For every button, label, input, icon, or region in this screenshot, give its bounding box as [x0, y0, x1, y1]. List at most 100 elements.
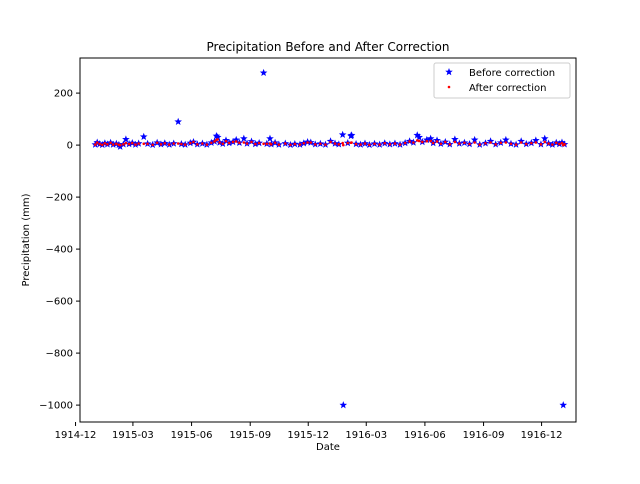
- after-correction-point: [238, 141, 241, 145]
- after-correction-point: [224, 139, 228, 143]
- before-correction-point: [451, 135, 459, 143]
- after-correction-point: [431, 141, 435, 145]
- before-correction-point: [122, 135, 130, 143]
- after-correction-point: [302, 141, 306, 145]
- before-correction-point: [213, 133, 222, 141]
- after-correction-point: [494, 143, 497, 146]
- after-correction-point: [504, 141, 508, 144]
- after-correction-point: [354, 142, 358, 146]
- after-correction-point: [551, 143, 554, 146]
- after-correction-point: [277, 143, 281, 146]
- before-correction-point: [212, 132, 221, 140]
- after-correction-point: [192, 140, 195, 144]
- y-tick-label: 200: [54, 89, 73, 100]
- after-correction-point: [216, 138, 220, 141]
- after-correction-point: [341, 141, 344, 145]
- after-correction-point: [115, 142, 118, 146]
- before-correction-point: [540, 134, 549, 142]
- after-correction-point: [210, 141, 213, 145]
- y-tick-label: −800: [46, 349, 73, 360]
- after-correction-point: [245, 142, 249, 145]
- before-correction-point: [232, 135, 240, 144]
- after-correction-point: [453, 140, 457, 144]
- after-correction-point: [257, 141, 261, 145]
- y-tick-label: −600: [46, 297, 73, 308]
- before-correction-point: [266, 134, 274, 142]
- after-correction-point: [227, 141, 231, 145]
- after-correction-point: [183, 143, 187, 146]
- after-correction-point: [163, 141, 167, 145]
- after-correction-point: [534, 141, 538, 144]
- after-correction-point: [539, 143, 543, 146]
- x-axis: 1914-12 1915-03 1915-06 1915-09 1915-12 1916-…: [55, 422, 563, 441]
- after-correction-point: [543, 140, 547, 144]
- after-correction-point: [118, 143, 122, 147]
- x-tick-label: 1915-12: [287, 430, 329, 441]
- legend-star-marker: [445, 68, 453, 76]
- after-correction-point: [554, 141, 558, 145]
- y-tick-label: 0: [67, 141, 73, 152]
- after-correction-point: [268, 142, 272, 145]
- after-correction-point: [363, 142, 367, 145]
- after-correction-point: [188, 141, 192, 145]
- chart-title: Precipitation Before and After Correctio…: [207, 40, 450, 54]
- before-correction-point: [139, 132, 148, 141]
- legend: Before correction After correction: [433, 62, 571, 99]
- legend-label-before: Before correction: [469, 68, 555, 79]
- after-correction-point: [151, 143, 154, 147]
- after-correction-point: [319, 142, 322, 146]
- after-correction-point: [425, 139, 429, 143]
- after-correction-point: [468, 142, 471, 146]
- y-tick-label: −200: [46, 193, 73, 204]
- before-correction-point: [174, 117, 182, 125]
- after-correction-point: [293, 142, 297, 146]
- after-correction-point: [388, 143, 392, 146]
- x-tick-label: 1916-12: [521, 430, 563, 441]
- after-correction-point: [429, 139, 432, 143]
- after-correction-point: [289, 143, 292, 147]
- after-correction-point: [329, 140, 332, 144]
- before-correction-point: [347, 131, 356, 139]
- after-correction-point: [448, 143, 452, 146]
- y-axis-label: Precipitation (mm): [21, 193, 32, 286]
- after-correction-point: [378, 143, 381, 146]
- y-tick-label: −1000: [39, 401, 73, 412]
- after-correction-point: [250, 140, 253, 144]
- x-tick-label: 1915-06: [171, 430, 213, 441]
- after-correction-point: [509, 142, 513, 146]
- after-correction-point: [306, 141, 309, 144]
- after-correction-point: [373, 142, 376, 146]
- after-correction-point: [346, 141, 350, 145]
- after-correction-point: [337, 143, 341, 146]
- after-correction-point: [101, 143, 104, 147]
- after-correction-point: [444, 140, 447, 144]
- after-correction-point: [439, 142, 443, 146]
- after-correction-point: [95, 141, 99, 144]
- after-correction-point: [122, 143, 125, 146]
- after-correction-point: [159, 143, 163, 146]
- before-correction-point: [559, 401, 568, 409]
- after-correction-point: [558, 142, 561, 146]
- after-correction-point: [313, 143, 317, 146]
- legend-box: [433, 62, 571, 99]
- after-correction-point: [435, 140, 439, 143]
- after-correction-point: [155, 141, 159, 145]
- after-correction-point: [106, 143, 109, 146]
- after-correction-point: [231, 140, 235, 144]
- after-correction-point: [560, 141, 564, 145]
- after-correction-point: [109, 141, 112, 145]
- after-correction-point: [393, 142, 397, 145]
- before-correction-point: [502, 135, 510, 144]
- after-correction-point: [283, 142, 287, 145]
- after-correction-point: [383, 141, 387, 145]
- after-correction-point: [176, 142, 180, 145]
- x-axis-label: Date: [316, 442, 340, 453]
- legend-dot-marker: [447, 85, 451, 89]
- after-correction-point: [530, 141, 533, 145]
- before-correction-point: [413, 131, 422, 139]
- after-correction-point: [463, 141, 466, 145]
- after-correction-point: [172, 142, 176, 145]
- plot-frame: [79, 57, 577, 423]
- before-correction-point: [532, 136, 540, 144]
- after-correction-point: [242, 141, 246, 144]
